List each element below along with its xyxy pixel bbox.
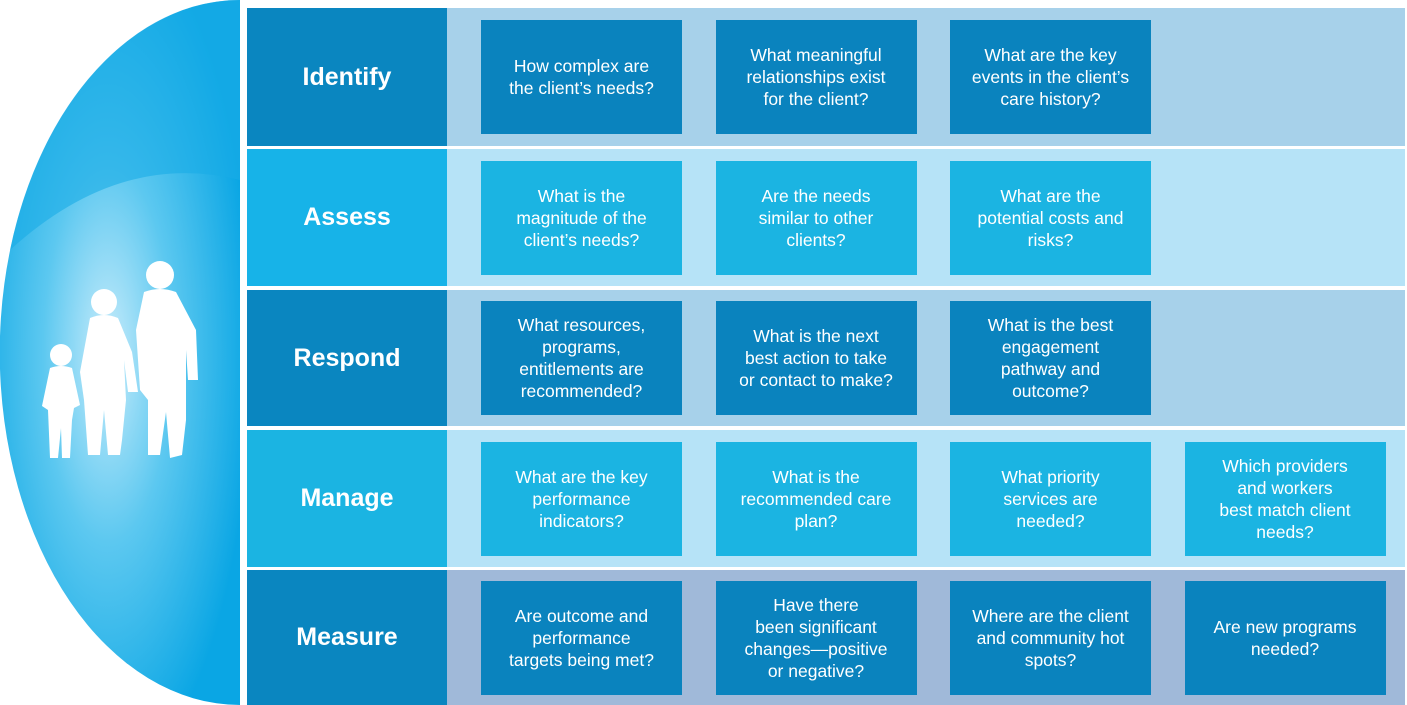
row-label: Measure — [247, 570, 447, 705]
question-box: What is the next best action to take or … — [715, 301, 917, 415]
question-box: What is the recommended care plan? — [715, 441, 917, 556]
question-box: Which providers and workers best match c… — [1184, 441, 1386, 556]
family-emblem — [0, 0, 240, 705]
question-box: How complex are the client’s needs? — [481, 20, 682, 134]
row-label: Assess — [247, 149, 447, 286]
question-box: Are new programs needed? — [1184, 580, 1386, 695]
question-box: Are the needs similar to other clients? — [715, 160, 917, 275]
question-box: What resources, programs, entitlements a… — [481, 301, 682, 415]
question-box: What is the magnitude of the client’s ne… — [481, 160, 682, 275]
row-label: Identify — [247, 8, 447, 146]
question-box: Where are the client and community hot s… — [950, 580, 1151, 695]
question-box: What are the key performance indicators? — [481, 441, 682, 556]
question-box: What is the best engagement pathway and … — [950, 301, 1151, 415]
question-box: What are the key events in the client’s … — [950, 20, 1151, 134]
row: Manage What are the key performance indic… — [247, 430, 1405, 567]
question-box: Are outcome and performance targets bein… — [481, 580, 682, 695]
row: Respond What resources, programs, entitle… — [247, 290, 1405, 426]
row: Assess What is the magnitude of the clien… — [247, 149, 1405, 286]
question-box: What priority services are needed? — [950, 441, 1151, 556]
row: Measure Are outcome and performance targe… — [247, 570, 1405, 705]
row: Identify How complex are the client’s nee… — [247, 8, 1405, 146]
row-label: Respond — [247, 290, 447, 426]
question-box: Have there been significant changes—posi… — [715, 580, 917, 695]
row-label: Manage — [247, 430, 447, 567]
question-box: What meaningful relationships exist for … — [715, 20, 917, 134]
question-box: What are the potential costs and risks? — [950, 160, 1151, 275]
